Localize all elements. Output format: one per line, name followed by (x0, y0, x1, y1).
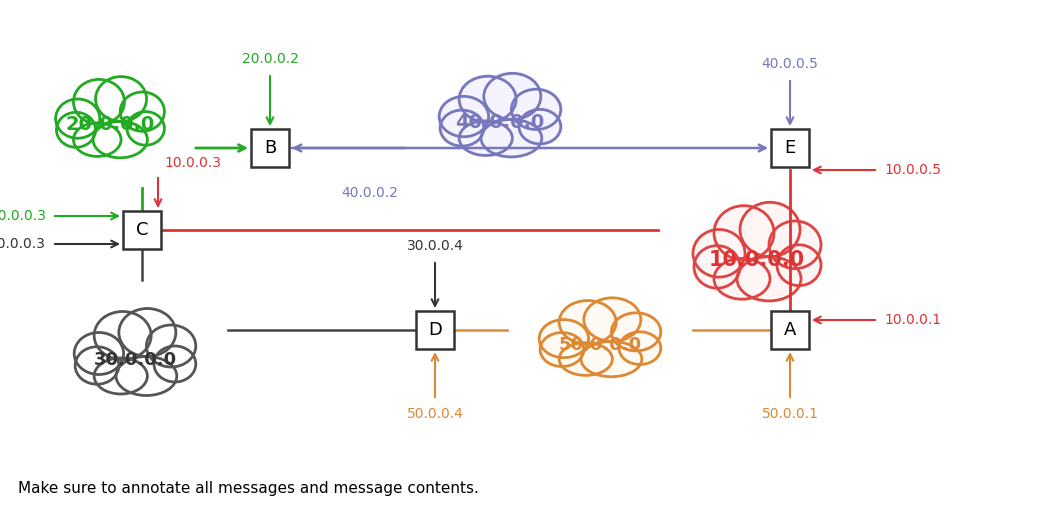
Text: 40.0.0.0: 40.0.0.0 (456, 114, 544, 133)
Ellipse shape (127, 111, 165, 145)
Ellipse shape (540, 332, 583, 366)
Ellipse shape (120, 92, 165, 131)
Ellipse shape (581, 342, 641, 377)
Ellipse shape (559, 343, 612, 375)
Ellipse shape (714, 259, 770, 299)
Ellipse shape (612, 313, 660, 351)
Text: 10.0.0.5: 10.0.0.5 (884, 163, 941, 177)
Ellipse shape (484, 73, 541, 119)
Text: 50.0.0.4: 50.0.0.4 (406, 407, 463, 421)
Text: E: E (784, 139, 795, 157)
Ellipse shape (74, 123, 121, 156)
Text: C: C (136, 221, 149, 239)
Text: 30.0.0.0: 30.0.0.0 (94, 351, 176, 369)
Ellipse shape (519, 109, 561, 144)
Text: Make sure to annotate all messages and message contents.: Make sure to annotate all messages and m… (18, 480, 479, 495)
Ellipse shape (147, 325, 196, 367)
Ellipse shape (714, 206, 774, 260)
Ellipse shape (440, 110, 484, 146)
Ellipse shape (56, 99, 100, 138)
Ellipse shape (116, 357, 177, 395)
Ellipse shape (776, 245, 821, 285)
Ellipse shape (512, 89, 561, 130)
Text: A: A (784, 321, 797, 339)
Ellipse shape (459, 76, 516, 122)
Ellipse shape (94, 358, 148, 394)
FancyBboxPatch shape (416, 311, 454, 349)
Text: 20.0.0.3: 20.0.0.3 (0, 209, 46, 223)
Ellipse shape (737, 256, 801, 301)
FancyBboxPatch shape (123, 211, 161, 249)
Ellipse shape (459, 121, 513, 155)
Ellipse shape (119, 309, 176, 357)
FancyBboxPatch shape (771, 311, 809, 349)
Ellipse shape (693, 230, 745, 277)
Ellipse shape (94, 312, 151, 360)
Text: 20.0.0.0: 20.0.0.0 (65, 116, 155, 135)
Text: 50.0.0.0: 50.0.0.0 (558, 336, 641, 354)
Text: 10.0.0.1: 10.0.0.1 (884, 313, 941, 327)
Ellipse shape (583, 298, 640, 342)
Ellipse shape (439, 96, 488, 137)
Text: 40.0.0.5: 40.0.0.5 (762, 57, 819, 71)
Text: 40.0.0.2: 40.0.0.2 (342, 186, 399, 200)
Ellipse shape (539, 319, 589, 358)
Ellipse shape (619, 332, 660, 364)
Ellipse shape (75, 347, 119, 384)
Ellipse shape (481, 119, 542, 157)
FancyBboxPatch shape (251, 129, 289, 167)
Text: 10.0.0.0: 10.0.0.0 (709, 250, 805, 270)
Text: 30.0.0.3: 30.0.0.3 (0, 237, 46, 251)
Ellipse shape (154, 346, 196, 382)
Text: 10.0.0.3: 10.0.0.3 (164, 156, 220, 170)
Text: D: D (428, 321, 442, 339)
Text: 50.0.0.1: 50.0.0.1 (762, 407, 819, 421)
Ellipse shape (74, 79, 124, 124)
Text: 20.0.0.2: 20.0.0.2 (242, 52, 299, 66)
FancyBboxPatch shape (771, 129, 809, 167)
Ellipse shape (559, 300, 616, 344)
Ellipse shape (57, 112, 96, 147)
Ellipse shape (96, 76, 147, 121)
Ellipse shape (769, 221, 821, 269)
Ellipse shape (93, 121, 148, 158)
Ellipse shape (740, 202, 800, 256)
Ellipse shape (694, 246, 740, 288)
Text: B: B (264, 139, 276, 157)
Ellipse shape (74, 332, 123, 375)
Text: 30.0.0.4: 30.0.0.4 (406, 239, 463, 253)
